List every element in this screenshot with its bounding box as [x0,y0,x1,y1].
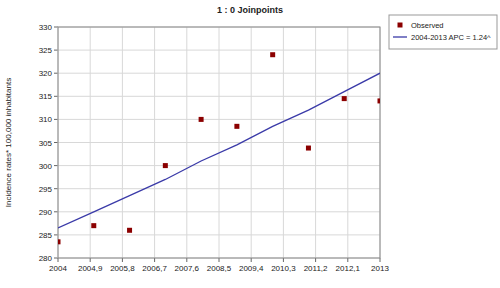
tick-mark [54,73,58,74]
tick-label: 2006,7 [142,264,167,273]
grid-line [186,27,187,258]
legend-box [389,15,497,49]
plot-frame [58,27,380,258]
tick-label: 295 [39,185,53,194]
y-axis-label: Incidence rates* 100,000 inhabitants [4,78,13,207]
tick-label: 325 [39,46,53,55]
tick-label: 330 [39,23,53,32]
grid-line [122,27,123,258]
grid-line [347,27,348,258]
point [163,163,168,168]
tick-mark [90,258,91,262]
tick-label: 2007,6 [175,264,200,273]
tick-label: 2005,8 [110,264,135,273]
legend-swatch [393,36,407,37]
tick-mark [54,234,58,235]
background [0,0,500,288]
tick-mark [54,165,58,166]
tick-label: 285 [39,231,53,240]
tick-mark [380,258,381,262]
tick-label: 2013 [371,264,389,273]
tick-label: 2011,2 [304,264,328,273]
point [58,239,61,244]
tick-label: 2008,5 [207,264,232,273]
point [342,96,347,101]
tick-mark [154,258,155,262]
point [234,124,239,129]
tick-label: 2012,1 [336,264,361,273]
tick-mark [54,258,58,259]
plot-area [58,52,380,244]
tick-mark [54,50,58,51]
point [270,52,275,57]
legend-label: 2004-2013 APC = 1.24^ [411,33,491,42]
tick-mark [283,258,284,262]
tick-label: 310 [39,115,53,124]
tick-label: 280 [39,254,53,263]
tick-mark [122,258,123,262]
tick-mark [219,258,220,262]
tick-label: 2010,3 [271,264,296,273]
tick-label: 2009,4 [239,264,264,273]
grid-line [219,27,220,258]
tick-label: 320 [39,69,53,78]
tick-mark [58,258,59,262]
tick-mark [251,258,252,262]
grid-line [283,27,284,258]
grid-line [154,27,155,258]
point [91,223,96,228]
tick-label: 2004,9 [78,264,103,273]
title: 1 : 0 Joinpoints [217,5,283,15]
tick-mark [54,27,58,28]
chart: 1 : 0 Joinpoints Incidence rates* 100,000… [0,0,500,288]
point [127,228,132,233]
legend-swatch [398,23,403,28]
tick-mark [54,188,58,189]
legend-label: Observed [411,21,444,30]
point [306,146,311,151]
point [378,98,381,103]
grid-line [90,27,91,258]
grid-line [251,27,252,258]
tick-label: 300 [39,162,53,171]
tick-mark [347,258,348,262]
point [199,117,204,122]
tick-label: 2004 [49,264,67,273]
fit-line [58,73,380,228]
tick-label: 290 [39,208,53,217]
tick-mark [54,96,58,97]
grid-line [315,27,316,258]
tick-mark [54,211,58,212]
tick-mark [186,258,187,262]
legend: Observed 2004-2013 APC = 1.24^ [389,15,497,49]
tick-mark [315,258,316,262]
tick-label: 315 [39,92,53,101]
tick-label: 305 [39,139,53,148]
tick-mark [54,142,58,143]
tick-mark [54,119,58,120]
